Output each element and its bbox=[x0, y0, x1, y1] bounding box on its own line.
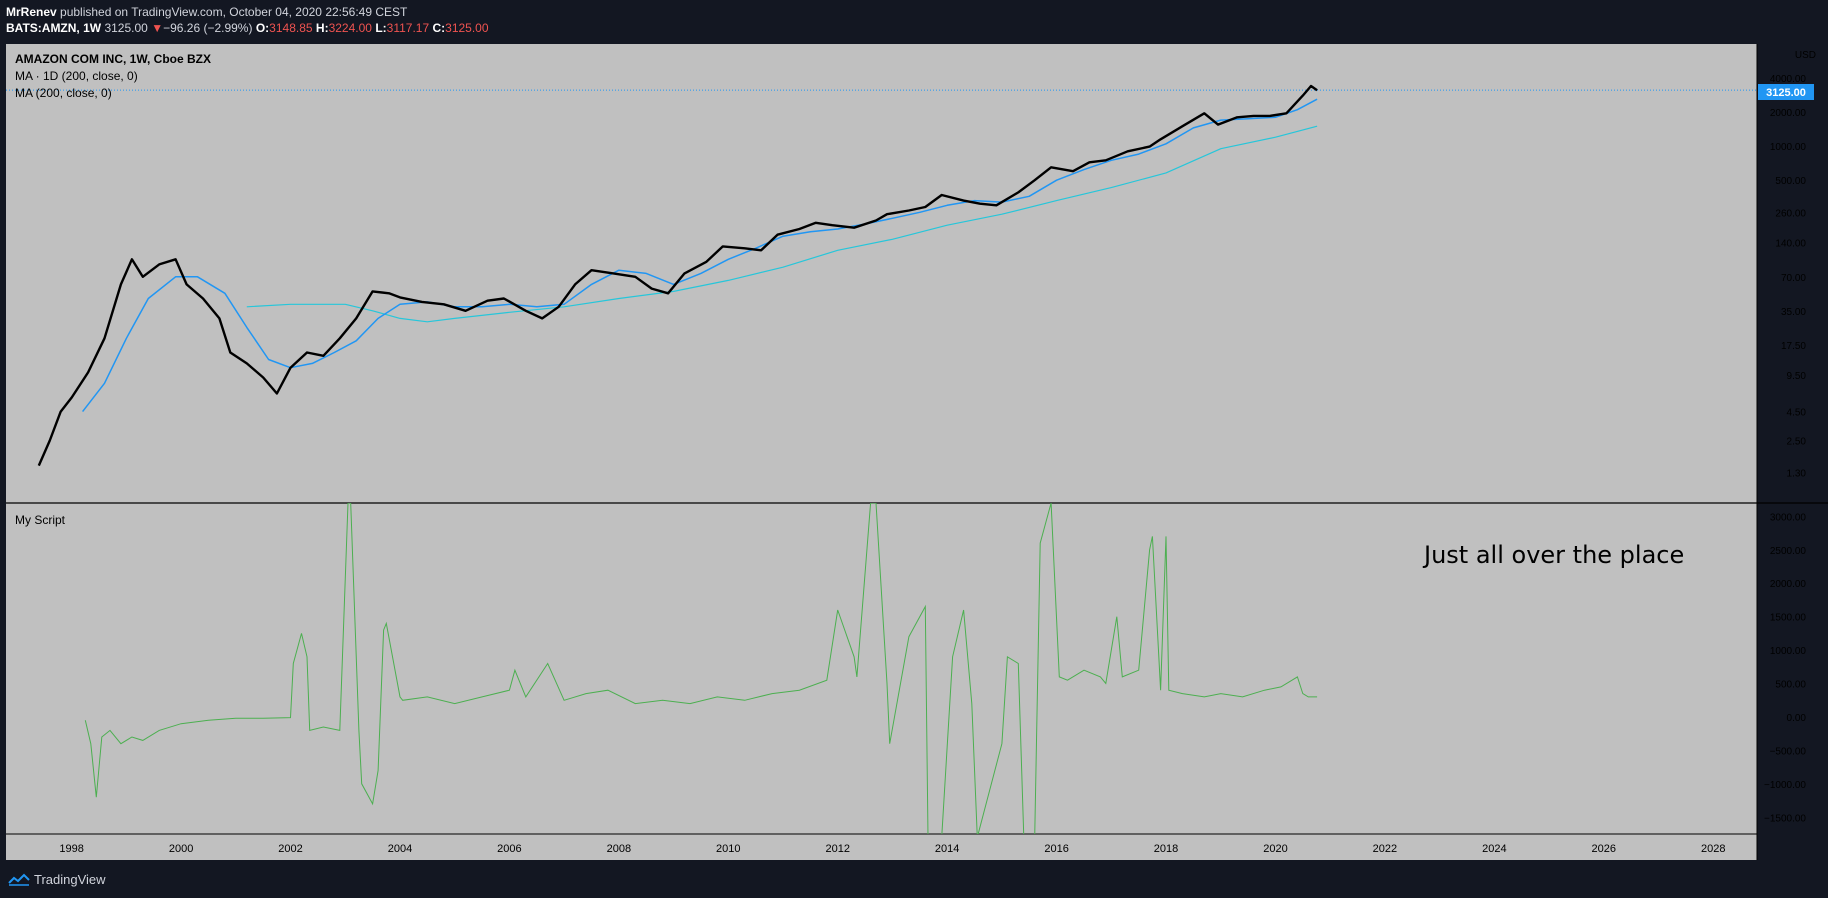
symbol-info: BATS:AMZN, 1W 3125.00 ▼−96.26 (−2.99%) O… bbox=[6, 21, 489, 35]
publish-info: MrRenev published on TradingView.com, Oc… bbox=[6, 5, 407, 19]
time-axis-tick: 2026 bbox=[1592, 843, 1616, 855]
price-axis-tick: 4.50 bbox=[1787, 408, 1807, 419]
price-axis-tick: 17.50 bbox=[1781, 341, 1806, 352]
price-axis-tick: 260.00 bbox=[1775, 208, 1806, 219]
script-axis-tick: 1000.00 bbox=[1770, 646, 1807, 657]
time-axis-tick: 2020 bbox=[1263, 843, 1287, 855]
script-axis-tick: 1500.00 bbox=[1770, 613, 1807, 624]
time-axis-tick: 2018 bbox=[1154, 843, 1178, 855]
time-axis-tick: 2024 bbox=[1482, 843, 1506, 855]
time-axis-tick: 2028 bbox=[1701, 843, 1725, 855]
price-axis-tick: 1.30 bbox=[1787, 469, 1807, 480]
time-axis-tick: 2012 bbox=[825, 843, 849, 855]
time-axis-tick: 2016 bbox=[1044, 843, 1068, 855]
brand-name: TradingView bbox=[34, 871, 106, 887]
legend-ma-200[interactable]: MA (200, close, 0) bbox=[15, 86, 112, 100]
script-axis-tick: 0.00 bbox=[1787, 713, 1807, 724]
legend-my-script[interactable]: My Script bbox=[15, 513, 66, 527]
time-axis-tick: 2006 bbox=[497, 843, 521, 855]
ma-200-series[interactable] bbox=[246, 125, 1318, 323]
script-axis-tick: −500.00 bbox=[1770, 746, 1807, 757]
price-axis-tick: 9.50 bbox=[1787, 371, 1807, 382]
script-axis-tick: −1500.00 bbox=[1764, 813, 1806, 824]
currency-unit-text: USD bbox=[1795, 50, 1816, 61]
price-axis-tick: 2000.00 bbox=[1770, 108, 1807, 119]
script-axis-tick: 500.00 bbox=[1775, 680, 1806, 691]
sub-plot bbox=[84, 503, 1318, 837]
script-axis-tick: 3000.00 bbox=[1770, 512, 1807, 523]
symbol-label: BATS:AMZN, 1W bbox=[6, 21, 102, 35]
price-axis-tick: 500.00 bbox=[1775, 176, 1806, 187]
legend-ma-1d[interactable]: MA · 1D (200, close, 0) bbox=[15, 69, 138, 83]
open-label: O: bbox=[255, 21, 270, 35]
currency-unit: USD bbox=[1795, 50, 1816, 61]
price-axis-tick: 1000.00 bbox=[1770, 142, 1807, 153]
time-axis-tick: 2010 bbox=[716, 843, 740, 855]
brand-footer[interactable]: TradingView bbox=[8, 868, 106, 890]
time-axis-tick: 2004 bbox=[388, 843, 412, 855]
open-value: 3148.85 bbox=[269, 21, 313, 35]
chart-pane-background bbox=[6, 44, 1757, 860]
price-axis-tick: 70.00 bbox=[1781, 273, 1806, 284]
ma-1d-series[interactable] bbox=[82, 98, 1318, 413]
time-axis-tick: 2002 bbox=[278, 843, 302, 855]
script-axis-tick: 2500.00 bbox=[1770, 546, 1807, 557]
price-axis-tick: 140.00 bbox=[1775, 239, 1806, 250]
price-series[interactable] bbox=[37, 84, 1318, 467]
close-value: 3125.00 bbox=[445, 21, 489, 35]
high-label: H: bbox=[315, 21, 329, 35]
price-axis-tick: 4000.00 bbox=[1770, 74, 1807, 85]
price-axis-tick: 35.00 bbox=[1781, 307, 1806, 318]
time-axis-tick: 1998 bbox=[59, 843, 83, 855]
main-plot bbox=[37, 84, 1318, 467]
low-value: 3117.17 bbox=[386, 21, 430, 35]
price-change: −96.26 (−2.99%) bbox=[163, 21, 253, 35]
price-axis-tick: 2.50 bbox=[1787, 436, 1807, 447]
time-axis-tick: 2014 bbox=[935, 843, 959, 855]
author-name[interactable]: MrRenev bbox=[6, 5, 57, 19]
close-label: C: bbox=[432, 21, 446, 35]
script-axis-tick: 2000.00 bbox=[1770, 579, 1807, 590]
price-tag-label: 3125.00 bbox=[1766, 87, 1806, 99]
publish-text: published on TradingView.com, October 04… bbox=[60, 5, 408, 19]
last-price: 3125.00 bbox=[104, 21, 148, 35]
time-axis-tick: 2000 bbox=[169, 843, 193, 855]
script-axis-tick: −1000.00 bbox=[1764, 780, 1806, 791]
legend-symbol-title[interactable]: AMAZON COM INC, 1W, Cboe BZX bbox=[15, 52, 211, 66]
time-axis-tick: 2008 bbox=[607, 843, 631, 855]
my-script-series[interactable] bbox=[84, 503, 1318, 837]
price-tag bbox=[1758, 84, 1814, 100]
annotation-text[interactable]: Just all over the place bbox=[1422, 541, 1684, 569]
tradingview-logo-icon bbox=[8, 873, 30, 886]
time-axis-tick: 2022 bbox=[1373, 843, 1397, 855]
down-arrow-icon: ▼ bbox=[151, 21, 164, 35]
low-label: L: bbox=[375, 21, 387, 35]
high-value: 3224.00 bbox=[328, 21, 372, 35]
